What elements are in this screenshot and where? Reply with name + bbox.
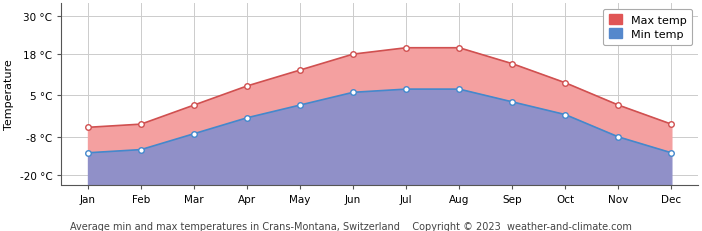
- Text: Average min and max temperatures in Crans-Montana, Switzerland    Copyright © 20: Average min and max temperatures in Cran…: [70, 221, 632, 231]
- Y-axis label: Temperature: Temperature: [4, 59, 14, 130]
- Legend: Max temp, Min temp: Max temp, Min temp: [603, 10, 692, 46]
